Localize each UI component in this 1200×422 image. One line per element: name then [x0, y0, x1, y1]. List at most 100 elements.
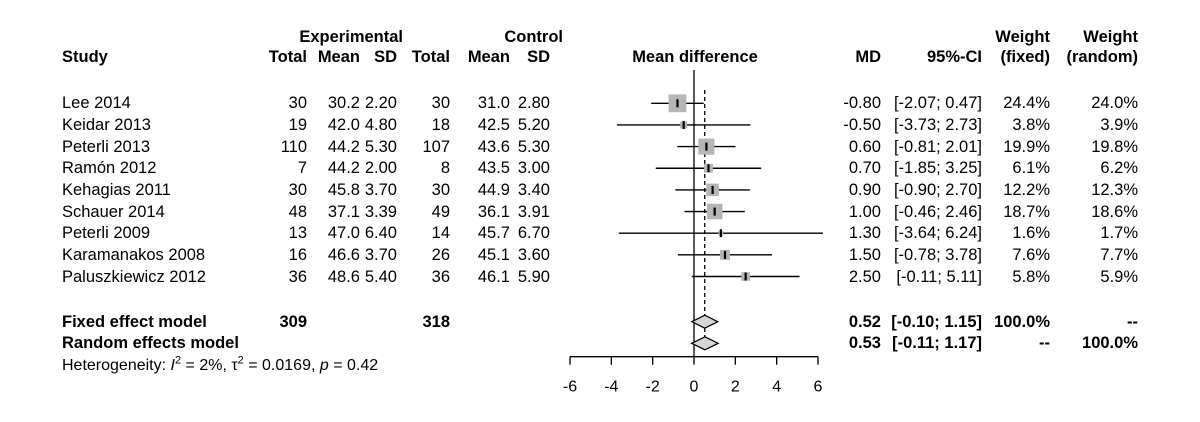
md-value: 2.50 [848, 267, 881, 286]
weight-random: 18.6% [1091, 202, 1138, 221]
x-axis-tick-label: -6 [563, 379, 577, 396]
md-value: -0.50 [843, 115, 881, 134]
study-row: Karamanakos 2008 16 46.6 3.70 26 45.1 3.60 1.50… [0, 244, 1200, 266]
exp-total: 48 [288, 202, 307, 221]
summary-weight-random: -- [1127, 313, 1138, 331]
weight-fixed: 7.6% [1012, 245, 1050, 264]
exp-mean: 46.6 [327, 245, 360, 264]
summary-label: Fixed effect model [62, 313, 207, 331]
exp-mean: 30.2 [327, 94, 360, 113]
exp-sd: 2.00 [364, 159, 397, 178]
study-name: Schauer 2014 [62, 202, 165, 221]
x-axis-tick-label: 2 [731, 379, 740, 396]
col-ctrl-mean: Mean [467, 48, 510, 66]
ctrl-mean: 45.7 [477, 224, 510, 243]
summary-diamond [690, 336, 720, 351]
md-value: 0.60 [848, 137, 881, 156]
col-study: Study [62, 48, 108, 66]
point-estimate-tick [723, 250, 727, 259]
x-axis-tick-label: 0 [690, 379, 699, 396]
ctrl-total: 30 [431, 180, 450, 199]
col-group-experimental: Experimental [299, 28, 403, 46]
ctrl-total: 26 [431, 245, 450, 264]
ctrl-total: 8 [440, 159, 450, 178]
study-row: Lee 2014 30 30.2 2.20 30 31.0 2.80 -0.80 [-2.07;… [0, 92, 1200, 114]
col-exp-mean: Mean [317, 48, 360, 66]
ci-value: [-3.64; 6.24] [893, 224, 982, 243]
study-row: Keidar 2013 19 42.0 4.80 18 42.5 5.20 -0.50 [-3.… [0, 114, 1200, 136]
weight-random: 5.9% [1100, 267, 1138, 286]
exp-mean: 44.2 [327, 137, 360, 156]
fixed-effect-row: Fixed effect model 309 318 0.52 [-0.10; … [0, 311, 1200, 333]
study-row: Schauer 2014 48 37.1 3.39 49 36.1 3.91 1.00 [-0.… [0, 201, 1200, 223]
ci-value: [-0.81; 2.01] [893, 137, 982, 156]
weight-fixed: 1.6% [1012, 224, 1050, 243]
ci-value: [-3.73; 2.73] [893, 115, 982, 134]
x-axis-tick-label: 4 [772, 379, 781, 396]
summary-weight-fixed: 100.0% [994, 313, 1050, 331]
ctrl-sd: 5.20 [517, 115, 550, 134]
col-md: MD [855, 48, 881, 66]
weight-random: 3.9% [1100, 115, 1138, 134]
ctrl-mean: 43.6 [477, 137, 510, 156]
study-row: Peterli 2009 13 47.0 6.40 14 45.7 6.70 1.30 [-3.… [0, 222, 1200, 244]
ci-value: [-0.90; 2.70] [893, 180, 982, 199]
weight-random: 7.7% [1100, 245, 1138, 264]
ctrl-sd: 3.60 [517, 245, 550, 264]
ctrl-mean: 43.5 [477, 159, 510, 178]
exp-sd: 4.80 [364, 115, 397, 134]
summary-exp-total: 309 [279, 313, 307, 331]
study-name: Lee 2014 [62, 94, 131, 113]
exp-total: 110 [280, 137, 307, 156]
ctrl-sd: 3.91 [517, 202, 550, 221]
weight-random: 1.7% [1100, 224, 1138, 243]
col-ci: 95%-CI [926, 48, 982, 66]
ctrl-sd: 3.00 [517, 159, 550, 178]
random-effects-row: Random effects model 0.53 [-0.11; 1.17] … [0, 332, 1200, 354]
summary-ci: [-0.11; 1.17] [892, 334, 982, 352]
ctrl-mean: 46.1 [477, 267, 510, 286]
md-value: 0.90 [848, 180, 881, 199]
point-estimate-tick [719, 229, 722, 238]
md-value: -0.80 [843, 94, 881, 113]
ci-value: [-0.46; 2.46] [893, 202, 982, 221]
ci-value: [-0.78; 3.78] [893, 245, 982, 264]
point-estimate-tick [676, 99, 679, 108]
exp-sd: 5.40 [364, 267, 397, 286]
md-value: 0.70 [848, 159, 881, 178]
ctrl-total: 18 [431, 115, 450, 134]
col-ctrl-total: Total [411, 48, 450, 66]
exp-sd: 3.70 [364, 245, 397, 264]
col-weight-fixed-top: Weight [995, 28, 1050, 46]
ctrl-mean: 42.5 [477, 115, 510, 134]
ctrl-total: 30 [431, 94, 450, 113]
exp-mean: 48.6 [327, 267, 360, 286]
heterogeneity-text: Heterogeneity: I2 = 2%, τ2 = 0.0169, p =… [62, 354, 379, 374]
summary-ci: [-0.10; 1.15] [891, 313, 982, 331]
exp-sd: 6.40 [364, 224, 397, 243]
exp-mean: 45.8 [327, 180, 360, 199]
weight-fixed: 19.9% [1003, 137, 1050, 156]
ctrl-mean: 31.0 [477, 94, 510, 113]
ctrl-sd: 2.80 [517, 94, 550, 113]
ctrl-total: 14 [431, 224, 450, 243]
study-name: Paluszkiewicz 2012 [62, 267, 206, 286]
ctrl-total: 49 [431, 202, 450, 221]
exp-total: 7 [297, 159, 307, 178]
exp-total: 30 [288, 180, 307, 199]
summary-weight-random: 100.0% [1082, 334, 1138, 352]
study-name: Peterli 2013 [62, 137, 151, 156]
weight-fixed: 5.8% [1012, 267, 1050, 286]
md-value: 1.30 [848, 224, 881, 243]
exp-total: 30 [288, 94, 307, 113]
summary-label: Random effects model [62, 334, 239, 352]
summary-md: 0.53 [848, 334, 881, 352]
study-row: Paluszkiewicz 2012 36 48.6 5.40 36 46.1 5.90 2.… [0, 266, 1200, 288]
exp-mean: 42.0 [327, 115, 360, 134]
point-estimate-tick [713, 207, 716, 216]
col-group-control: Control [504, 28, 563, 46]
ctrl-total: 107 [422, 137, 450, 156]
exp-total: 36 [288, 267, 307, 286]
